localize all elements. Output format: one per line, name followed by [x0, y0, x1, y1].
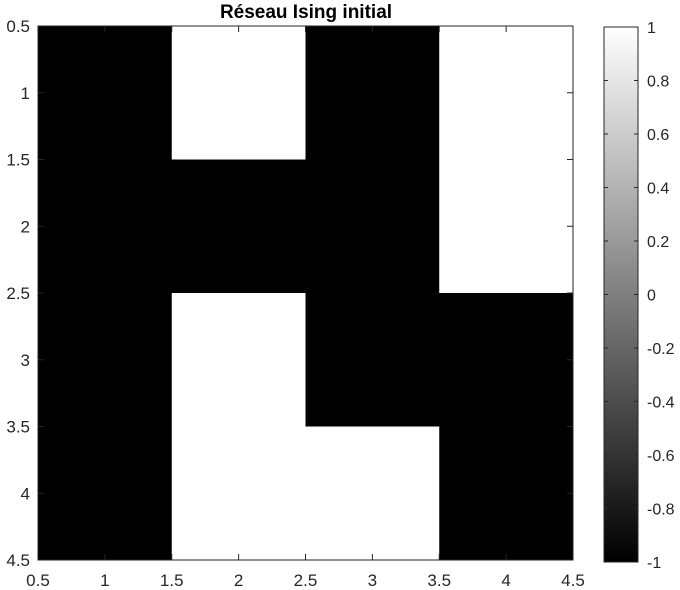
x-tick-label: 1	[100, 571, 109, 590]
y-tick-label: 1.5	[6, 151, 30, 170]
heatmap-cell	[439, 426, 574, 561]
heatmap-cells	[38, 26, 574, 561]
heatmap-cell	[171, 159, 306, 294]
heatmap-cell	[305, 293, 440, 427]
colorbar-tick-label: -0.4	[647, 395, 675, 412]
y-tick-label: 2.5	[6, 284, 30, 303]
heatmap-cell	[439, 26, 574, 160]
y-tick-label: 3	[21, 351, 30, 370]
heatmap-cell	[439, 159, 574, 294]
colorbar-tick-label: -0.2	[647, 341, 675, 358]
colorbar: 1 0.8 0.6 0.4 0.2 0 -0.2 -0.4 -0.6 -0.8 -1	[603, 20, 675, 572]
x-axis-ticks: 0.5 1 1.5 2 2.5 3 3.5 4 4.5	[26, 26, 585, 590]
heatmap-cell	[38, 159, 173, 294]
heatmap-cell	[305, 26, 440, 160]
x-tick-label: 3	[368, 571, 377, 590]
colorbar-tick-label: 0.6	[647, 127, 669, 144]
x-tick-label: 0.5	[26, 571, 50, 590]
colorbar-tick-label: -1	[647, 555, 661, 572]
y-tick-label: 2	[21, 217, 30, 236]
colorbar-tick-label: 0.4	[647, 181, 669, 198]
heatmap-cell	[305, 426, 440, 561]
colorbar-tick-label: -0.6	[647, 448, 675, 465]
heatmap-cell	[305, 159, 440, 294]
y-tick-label: 4.5	[6, 551, 30, 570]
heatmap-cell	[171, 26, 306, 160]
x-tick-label: 3.5	[427, 571, 451, 590]
heatmap-cell	[38, 26, 173, 160]
colorbar-tick-label: 0.8	[647, 74, 669, 91]
y-tick-label: 1	[21, 84, 30, 103]
colorbar-tick-label: 1	[647, 20, 656, 37]
x-tick-label: 1.5	[160, 571, 184, 590]
colorbar-gradient	[603, 26, 639, 563]
x-tick-label: 2.5	[294, 571, 318, 590]
x-tick-label: 4	[501, 571, 510, 590]
heatmap-cell	[171, 426, 306, 561]
x-tick-label: 4.5	[561, 571, 585, 590]
heatmap-cell	[38, 293, 173, 427]
y-axis-ticks: 0.5 1 1.5 2 2.5 3 3.5 4 4.5	[6, 17, 573, 570]
y-tick-label: 4	[21, 484, 30, 503]
colorbar-tick-label: 0	[647, 288, 656, 305]
heatmap-cell	[38, 426, 173, 561]
heatmap-cell	[439, 293, 574, 427]
colorbar-tick-label: -0.8	[647, 502, 675, 519]
x-tick-label: 2	[234, 571, 243, 590]
heatmap-cell	[171, 293, 306, 427]
y-tick-label: 3.5	[6, 418, 30, 437]
chart-title: Réseau Ising initial	[220, 2, 392, 23]
colorbar-tick-label: 0.2	[647, 234, 669, 251]
y-tick-label: 0.5	[6, 17, 30, 36]
